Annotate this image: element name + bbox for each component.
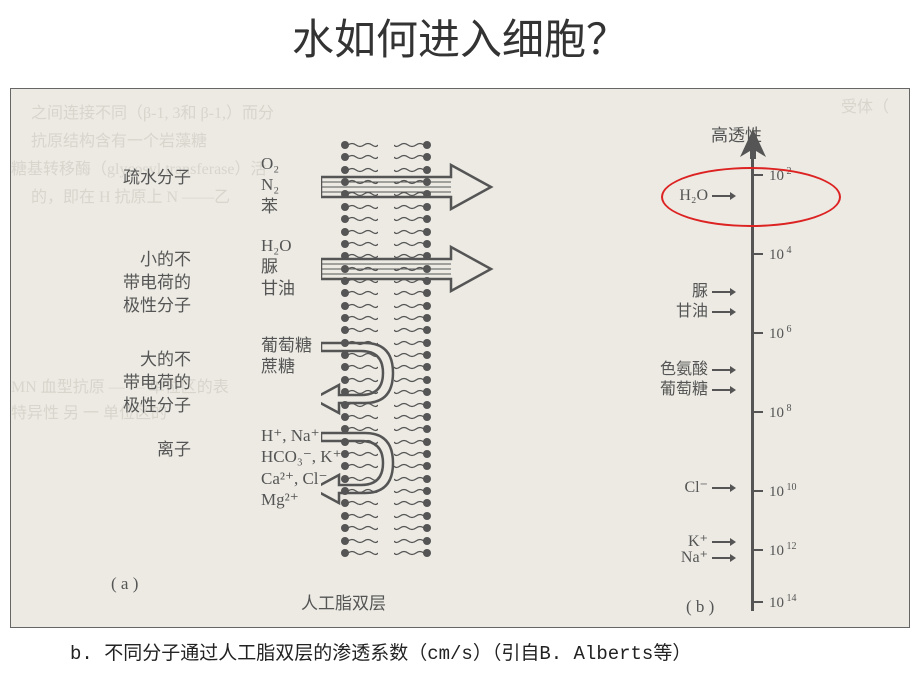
scale-item-label: Cl⁻ [684,477,736,497]
scale-tick-label: 10 10 [769,482,797,501]
scale-tick [751,411,763,413]
bounce-back-arrow-icon [321,429,501,509]
molecule-label: O₂N₂苯 [261,153,279,217]
scale-tick [751,253,763,255]
lipid-icon [341,139,381,151]
highlight-ellipse [661,167,841,227]
bounce-back-arrow-icon [321,339,501,419]
scale-tick-label: 10 4 [769,245,792,264]
scale-item-label: Na⁺ [681,547,736,567]
molecule-label: H₂O脲甘油 [261,235,295,299]
page-title: 水如何进入细胞？ [0,0,920,67]
scale-tick [751,549,763,551]
category-label: 离子 [61,439,191,462]
pass-through-arrow-icon [321,157,501,237]
panel-b: 高透性 10 210 410 610 810 1010 1210 14 H₂O脲… [581,99,881,619]
lipid-icon [341,510,381,522]
lipid-icon [391,139,431,151]
panel-a: 疏水分子 O₂N₂苯小的不带电荷的极性分子 H₂O脲甘油大的不带电荷的极性分子 葡萄糖… [51,99,531,619]
figure-container: 之间连接不同（β-1, 3和 β-1,）而分 抗原结构含有一个岩藻糖 糖基转移酶… [10,88,910,628]
lipid-icon [391,324,431,336]
figure-caption: b. 不同分子通过人工脂双层的渗透系数（cm/s）（引自B. Alberts等） [70,638,691,665]
scale-item-label: 甘油 [676,297,736,321]
scale-tick [751,490,763,492]
category-label: 疏水分子 [61,167,191,190]
scale-tick [751,332,763,334]
category-label: 大的不带电荷的极性分子 [61,349,191,418]
panel-b-letter: ( b ) [686,597,714,617]
scale-item-label: 葡萄糖 [660,375,736,399]
scale-tick-label: 10 14 [769,593,797,612]
pass-through-arrow-icon [321,239,501,319]
lipid-icon [391,510,431,522]
molecule-label: 葡萄糖蔗糖 [261,335,312,378]
bilayer-caption: 人工脂双层 [301,589,386,614]
scale-tick-label: 10 12 [769,541,797,560]
scale-tick-label: 10 8 [769,403,792,422]
lipid-icon [391,547,431,559]
lipid-icon [341,522,381,534]
scale-tick-label: 10 6 [769,324,792,343]
panel-a-letter: ( a ) [111,574,138,594]
lipid-icon [341,547,381,559]
category-label: 小的不带电荷的极性分子 [61,249,191,318]
lipid-icon [391,522,431,534]
scale-tick [751,601,763,603]
lipid-icon [391,535,431,547]
lipid-icon [341,535,381,547]
lipid-icon [341,324,381,336]
